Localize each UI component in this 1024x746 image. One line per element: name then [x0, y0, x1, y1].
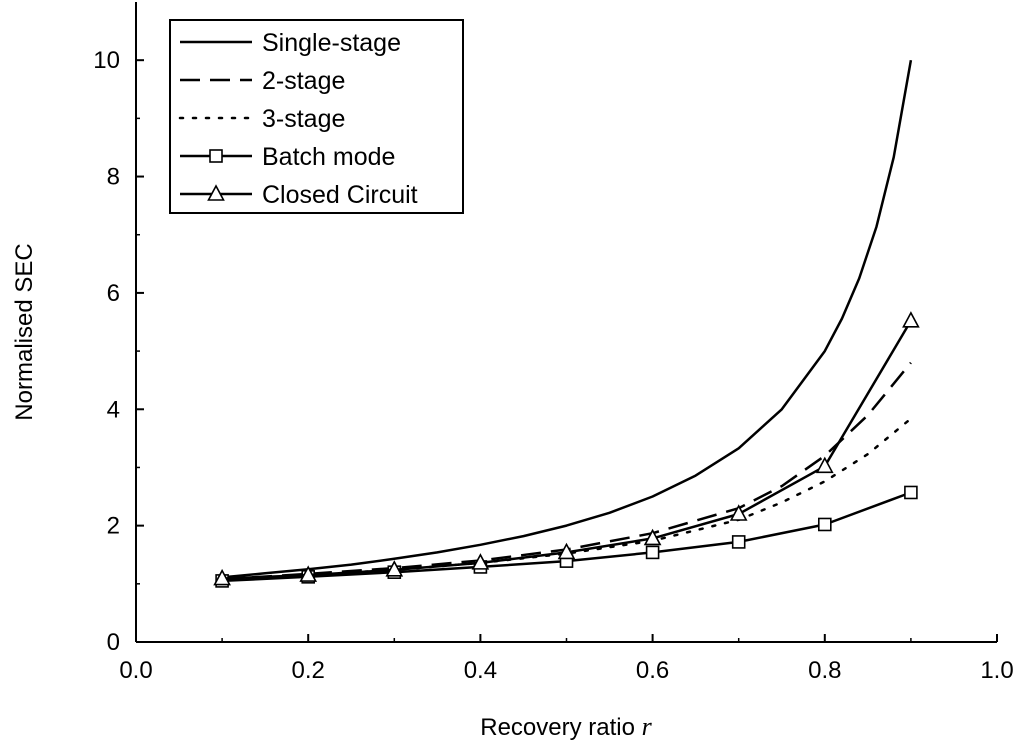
y-tick-label: 2 [107, 513, 120, 540]
x-tick-label: 0.6 [636, 657, 669, 684]
series-closed-circuit [213, 311, 920, 586]
x-tick-label: 0.0 [119, 657, 152, 684]
legend-label: Batch mode [262, 143, 395, 171]
legend-label: Single-stage [262, 29, 401, 57]
legend-box [169, 19, 464, 214]
y-axis-title: Normalised SEC [11, 243, 38, 420]
legend-item: 3-stage [178, 105, 345, 133]
x-axis-title: Recovery ratio r [480, 712, 652, 741]
data-point [299, 565, 318, 582]
y-tick-label: 0 [107, 629, 120, 656]
series-single-stage [221, 59, 913, 579]
data-point [213, 568, 231, 586]
legend-label: 2-stage [262, 67, 345, 95]
legend: Single-stage 2-stage 3-stage Batch mode Clos… [169, 19, 464, 214]
data-point [729, 504, 748, 521]
x-tick-label: 0.8 [808, 657, 841, 684]
y-tick-label: 6 [107, 280, 120, 307]
data-point [902, 311, 920, 328]
legend-item: Batch mode [180, 143, 395, 171]
x-tick-label: 0.4 [464, 657, 497, 684]
data-point [815, 456, 834, 474]
data-point [385, 560, 404, 577]
data-point [817, 517, 832, 532]
legend-marker [209, 149, 223, 163]
y-tick-label: 4 [107, 396, 120, 423]
legend-label: 3-stage [262, 105, 345, 133]
data-point [904, 485, 918, 500]
series-layer [213, 59, 920, 588]
legend-item: 2-stage [180, 67, 345, 95]
legend-marker [207, 184, 225, 201]
data-point [471, 553, 490, 570]
data-point [645, 545, 660, 560]
x-tick-label: 0.2 [292, 657, 325, 684]
y-tick-label: 10 [93, 47, 120, 74]
data-point [643, 528, 662, 546]
x-tick-label: 1.0 [980, 657, 1013, 684]
series-line [222, 320, 912, 580]
legend-label: Closed Circuit [262, 181, 418, 209]
series-line [221, 59, 913, 579]
data-point [557, 542, 576, 560]
y-tick-label: 8 [107, 164, 120, 191]
legend-item: Single-stage [180, 29, 401, 57]
axis-ticks: 0.0 0.2 0.4 0.6 0.8 1.0 0 2 4 6 8 10 [93, 47, 1013, 684]
legend-item: Closed Circuit [180, 181, 418, 209]
data-point [731, 535, 746, 549]
